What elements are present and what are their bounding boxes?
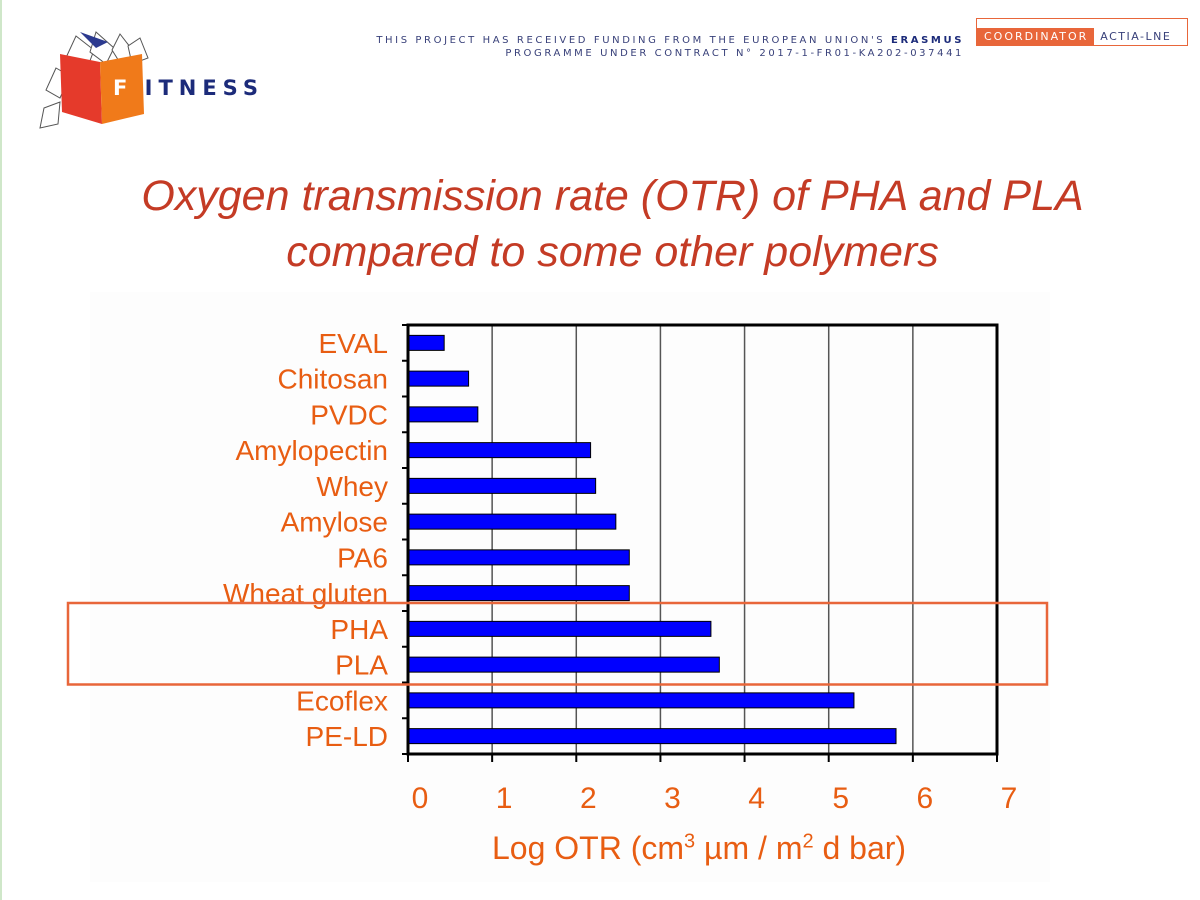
- x-axis-label-end: d bar): [813, 830, 907, 866]
- logo-letter-f: F: [113, 76, 128, 100]
- fitness-logo-graphic: [39, 31, 149, 129]
- category-label: Chitosan: [277, 364, 388, 395]
- bar: [408, 442, 592, 459]
- slide-title: Oxygen transmission rate (OTR) of PHA an…: [40, 168, 1185, 280]
- plot-frame: [406, 323, 999, 756]
- x-tick-label: 1: [496, 782, 513, 815]
- category-label: Whey: [316, 471, 388, 502]
- funding-line-1-text: THIS PROJECT HAS RECEIVED FUNDING FROM T…: [376, 35, 892, 46]
- category-label: Amylose: [281, 507, 388, 538]
- slide-title-line-2: compared to some other polymers: [286, 228, 939, 276]
- logo-wordmark: ITNESS: [118, 76, 264, 100]
- x-axis-label-mid: µm / m: [695, 830, 803, 866]
- category-label: EVAL: [318, 328, 388, 359]
- funding-notice: THIS PROJECT HAS RECEIVED FUNDING FROM T…: [376, 34, 964, 60]
- x-tick-label: 2: [580, 782, 597, 815]
- x-axis-label-sup-1: 3: [684, 830, 696, 853]
- category-label: Ecoflex: [296, 685, 388, 716]
- x-axis-label-main: Log OTR (cm: [492, 830, 685, 866]
- x-tick-label: 6: [917, 782, 934, 815]
- category-label: Amylopectin: [235, 435, 388, 466]
- bar: [408, 585, 630, 602]
- x-tick-label: 5: [832, 782, 849, 815]
- bar: [408, 728, 897, 745]
- logo-wordmark-text: ITNESS: [144, 76, 264, 100]
- bar: [408, 656, 720, 673]
- funding-line-1: THIS PROJECT HAS RECEIVED FUNDING FROM T…: [376, 34, 964, 47]
- funding-erasmus: ERASMUS: [891, 35, 964, 46]
- category-label: PHA: [330, 614, 388, 645]
- coordinator-label: COORDINATOR: [977, 28, 1095, 45]
- bar: [408, 406, 479, 423]
- slide-title-line-1: Oxygen transmission rate (OTR) of PHA an…: [141, 172, 1084, 220]
- bar: [408, 549, 630, 566]
- category-label: PLA: [335, 650, 388, 681]
- category-label: Wheat gluten: [223, 578, 388, 609]
- grid-layer: [491, 325, 914, 754]
- x-tick-label: 0: [412, 782, 429, 815]
- bar: [408, 513, 617, 530]
- x-tick-label: 3: [664, 782, 681, 815]
- coordinator-value: ACTIA-LNE: [1100, 30, 1172, 43]
- x-tick-label: 7: [1001, 782, 1018, 815]
- bar-layer: [408, 334, 897, 745]
- x-axis-label: Log OTR (cm3 µm / m2 d bar): [492, 830, 906, 867]
- category-label: PVDC: [310, 399, 388, 430]
- bar: [408, 334, 445, 351]
- bar: [408, 620, 712, 637]
- x-tick-label: 4: [748, 782, 765, 815]
- left-edge-stripe: [0, 0, 2, 900]
- funding-line-2: PROGRAMME UNDER CONTRACT N° 2017-1-FR01-…: [505, 48, 964, 59]
- category-label: PA6: [337, 542, 388, 573]
- coordinator-badge: COORDINATOR ACTIA-LNE: [976, 18, 1188, 46]
- bar: [408, 370, 470, 387]
- x-axis-label-sup-2: 2: [802, 830, 814, 853]
- pha-pla-highlight-box: [66, 601, 1049, 686]
- bar: [408, 692, 855, 709]
- bar: [408, 477, 597, 494]
- axis-layer: [402, 323, 999, 762]
- category-label: PE-LD: [306, 721, 388, 752]
